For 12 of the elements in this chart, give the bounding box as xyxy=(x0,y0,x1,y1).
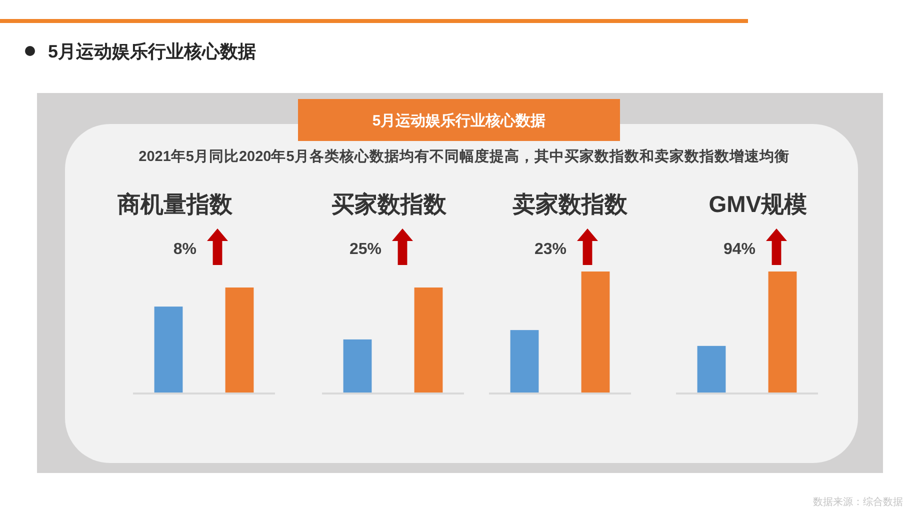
text: 25% xyxy=(349,241,382,258)
chart-title: 买家数指数 xyxy=(332,191,448,217)
chart-title: GMV规模 xyxy=(708,191,808,217)
chart-title: 商机量指数 xyxy=(116,191,234,217)
text: 5月运动娱乐行业核心数据 xyxy=(48,42,256,62)
chart-title: 卖家数指数 xyxy=(512,191,628,217)
text: 2021年5月同比2020年5月各类核心数据均有不同幅度提高，其中买家数指数和卖家数指数增速均衡 xyxy=(138,147,790,165)
text: 5月运动娱乐行业核心数据 xyxy=(372,112,546,130)
source-note: 数据来源：综合数据 xyxy=(813,496,903,508)
text: 94% xyxy=(723,241,756,258)
text: 23% xyxy=(534,241,566,258)
text: 8% xyxy=(173,241,196,258)
